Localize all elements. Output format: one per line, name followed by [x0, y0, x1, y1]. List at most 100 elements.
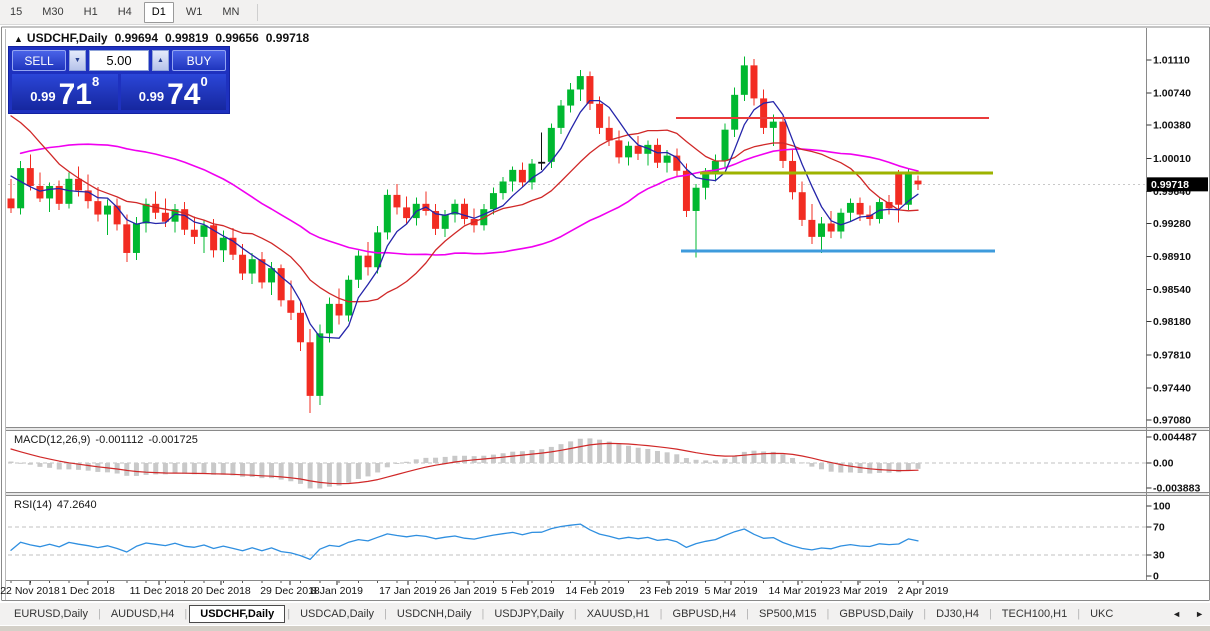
candle-body	[567, 89, 575, 106]
candle-body	[605, 127, 613, 141]
candle-body	[75, 178, 83, 191]
chart-tab-sp500-m15[interactable]: SP500,M15	[758, 608, 817, 620]
candle-body	[518, 169, 526, 183]
macd-histogram-bar	[896, 463, 902, 473]
buy-button[interactable]: BUY	[172, 50, 226, 71]
mid-ma-line	[10, 115, 919, 303]
candle-body	[432, 210, 440, 229]
candle-body	[123, 224, 131, 253]
volume-input[interactable]: 5.00	[89, 50, 149, 71]
macd-histogram-bar	[809, 463, 815, 467]
chart-surface[interactable]: 1.011101.007401.003801.000100.996400.992…	[0, 25, 1210, 603]
panel-splitter	[6, 428, 1208, 430]
macd-histogram-bar	[799, 462, 805, 464]
macd-histogram-bar	[645, 448, 651, 463]
sell-price-display[interactable]: 0.99 71 8	[12, 74, 118, 110]
macd-histogram-bar	[220, 463, 226, 475]
collapse-trade-panel-icon[interactable]: ▲	[14, 34, 23, 44]
rsi-indicator-label: RSI(14) 47.2640	[14, 499, 102, 511]
date-axis-label: 14 Feb 2019	[566, 585, 625, 597]
macd-value-2: -0.001725	[148, 434, 198, 446]
candle-body	[721, 129, 729, 161]
window-bottom-strip	[0, 625, 1210, 631]
macd-histogram-bar	[770, 451, 776, 463]
candle-body	[692, 187, 700, 211]
macd-histogram-bar	[780, 454, 786, 463]
macd-histogram-bar	[153, 463, 159, 475]
macd-histogram-bar	[8, 461, 14, 463]
price-axis-label: 0.98540	[1153, 284, 1191, 296]
scroll-tabs-right-button[interactable]: ►	[1195, 609, 1204, 619]
chart-tab-usdcnh-daily[interactable]: USDCNH,Daily	[396, 608, 472, 620]
macd-histogram-bar	[18, 462, 24, 464]
chart-tab-audusd-h4[interactable]: AUDUSD,H4	[110, 608, 175, 620]
chart-tab-tech100-h1[interactable]: TECH100,H1	[1001, 608, 1068, 620]
candle-body	[779, 121, 787, 161]
timeframe-button-m30[interactable]: M30	[42, 5, 64, 18]
chart-symbol-period: USDCHF,Daily	[26, 31, 108, 45]
chart-tab-xauusd-h1[interactable]: XAUUSD,H1	[586, 608, 650, 620]
macd-histogram-bar	[47, 463, 53, 468]
timeframe-button-h4[interactable]: H4	[117, 5, 132, 18]
slow-ma-line	[19, 143, 919, 256]
sell-button[interactable]: SELL	[12, 50, 66, 71]
macd-histogram-bar	[761, 451, 767, 463]
macd-histogram-bar	[529, 450, 535, 463]
ohlc-close: 0.99718	[265, 31, 310, 45]
price-axis-label: 0.98910	[1153, 251, 1191, 263]
chart-window: 1.01110 1.00740 1.00380 1.00010 0.99640 0.992…	[0, 25, 1210, 603]
rsi-name: RSI(14)	[14, 499, 52, 511]
buy-price-display[interactable]: 0.99 74 0	[120, 74, 226, 110]
candle-body	[26, 168, 34, 186]
macd-histogram-bar	[828, 463, 834, 472]
macd-histogram-bar	[519, 451, 525, 463]
chart-tab-gbpusd-daily[interactable]: GBPUSD,Daily	[839, 608, 914, 620]
volume-increase-button[interactable]: ▲	[152, 50, 169, 71]
chart-tab-usdcad-daily[interactable]: USDCAD,Daily	[300, 608, 375, 620]
chart-tab-bar: EURUSD,Daily | AUDUSD,H4 | USDCHF,Daily | USDC…	[0, 603, 1210, 625]
timeframe-button-w1[interactable]: W1	[185, 5, 203, 18]
timeframe-button-d1[interactable]: D1	[143, 1, 174, 23]
volume-decrease-button[interactable]: ▼	[69, 50, 86, 71]
candle-body	[547, 127, 555, 162]
macd-histogram-bar	[191, 463, 197, 475]
chart-tab-usdjpy-daily[interactable]: USDJPY,Daily	[494, 608, 564, 620]
macd-histogram-bar	[76, 463, 82, 470]
rsi-line	[10, 523, 919, 561]
candle-body	[760, 98, 768, 128]
macd-histogram-bar	[269, 463, 275, 479]
candle-body	[306, 342, 314, 396]
tab-separator: |	[184, 608, 188, 620]
candle-body	[644, 144, 652, 154]
scroll-tabs-left-button[interactable]: ◄	[1172, 609, 1182, 619]
chart-tab-usdchf-daily[interactable]: USDCHF,Daily	[189, 605, 286, 623]
candle-body	[866, 214, 874, 220]
macd-histogram-bar	[317, 463, 323, 489]
candle-body	[296, 312, 304, 343]
timeframe-button-h1[interactable]: H1	[83, 5, 98, 18]
candle-body	[55, 185, 63, 204]
candle-body	[152, 203, 160, 213]
candle-body	[7, 198, 15, 209]
macd-histogram-bar	[683, 458, 689, 463]
candle-body	[499, 181, 507, 194]
price-axis-label: 0.97810	[1153, 349, 1191, 361]
chart-tab-gbpusd-h4[interactable]: GBPUSD,H4	[672, 608, 737, 620]
macd-histogram-bar	[712, 460, 718, 463]
candle-body	[798, 192, 806, 220]
rsi-axis-label: 70	[1153, 522, 1165, 534]
timeframe-button-15[interactable]: 15	[10, 5, 23, 18]
candle-body	[711, 160, 719, 173]
macd-axis-label: 0.004487	[1153, 432, 1197, 444]
sell-price-pips: 71	[58, 78, 92, 111]
buy-price-base: 0.99	[138, 89, 165, 104]
timeframe-button-mn[interactable]: MN	[222, 5, 240, 18]
chart-tab-ukc[interactable]: UKC	[1090, 608, 1114, 620]
candle-body	[316, 333, 324, 396]
candle-body	[576, 76, 584, 90]
chart-tab-eurusd-daily[interactable]: EURUSD,Daily	[14, 608, 88, 620]
chart-tab-dj30-h4[interactable]: DJ30,H4	[936, 608, 979, 620]
macd-histogram-bar	[790, 457, 796, 463]
macd-histogram-bar	[240, 463, 246, 477]
candle-body	[441, 214, 449, 229]
